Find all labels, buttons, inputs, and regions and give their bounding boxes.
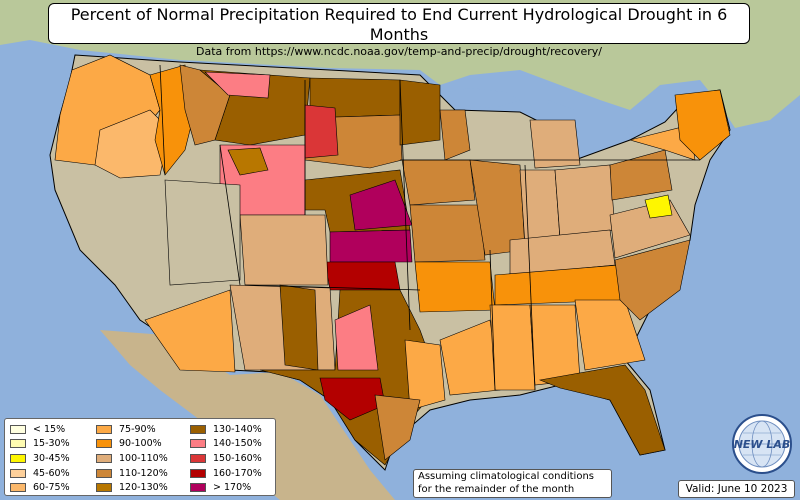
lake-ontario xyxy=(625,120,665,136)
region-tx-orange xyxy=(404,339,446,411)
state-borders xyxy=(159,64,700,391)
region-tx-red xyxy=(319,377,386,421)
region-alabama xyxy=(529,304,581,386)
legend-item: 130-140% xyxy=(190,422,262,437)
lake-superior xyxy=(430,88,520,110)
legend-swatch xyxy=(190,453,206,463)
legend-item: 160-170% xyxy=(190,466,262,481)
legend-swatch xyxy=(10,439,26,449)
region-tx-coast xyxy=(374,394,421,461)
region-wy-brown xyxy=(227,147,269,176)
region-mississippi xyxy=(489,304,536,391)
legend-column-2: 75-90% 90-100% 100-110% 110-120% 120-130… xyxy=(96,422,168,495)
legend-swatch xyxy=(96,453,112,463)
legend-item: 120-130% xyxy=(96,480,168,495)
legend-label: 45-60% xyxy=(33,467,70,479)
legend-label: 75-90% xyxy=(119,423,156,435)
legend-item: > 170% xyxy=(190,480,262,495)
legend-item: 30-45% xyxy=(10,451,70,466)
note-line-2: for the remainder of the month xyxy=(418,483,575,495)
region-michigan xyxy=(529,119,581,169)
region-wisconsin xyxy=(439,109,471,161)
logo-text: NEW LAB xyxy=(734,438,791,451)
legend-label: 160-170% xyxy=(213,467,262,479)
region-colorado xyxy=(239,214,329,286)
region-georgia xyxy=(574,299,646,371)
legend-label: < 15% xyxy=(33,423,66,435)
assumption-note: Assuming climatological conditions for t… xyxy=(413,469,612,498)
region-minnesota xyxy=(399,79,441,146)
legend-item: 150-160% xyxy=(190,451,262,466)
region-tx-pink xyxy=(334,304,379,371)
region-carolinas xyxy=(614,239,691,321)
region-pennsylvania xyxy=(609,149,673,201)
legend-label: 150-160% xyxy=(213,452,262,464)
region-sd-red xyxy=(304,104,339,159)
map-title: Percent of Normal Precipitation Required… xyxy=(70,5,728,44)
region-maryland-yellow xyxy=(644,194,673,219)
globe-logo-icon: NEW LAB xyxy=(732,414,792,474)
legend-item: < 15% xyxy=(10,422,70,437)
legend-label: 15-30% xyxy=(33,438,70,450)
region-oregon-east xyxy=(94,109,171,179)
legend-swatch xyxy=(10,468,26,478)
legend-label: 100-110% xyxy=(119,452,168,464)
region-iowa xyxy=(401,159,476,206)
legend-swatch xyxy=(96,483,112,493)
legend-item: 110-120% xyxy=(96,466,168,481)
region-oklahoma xyxy=(324,261,401,291)
legend-label: 30-45% xyxy=(33,452,70,464)
title-box: Percent of Normal Precipitation Required… xyxy=(48,3,750,58)
legend-label: 90-100% xyxy=(119,438,162,450)
legend-item: 100-110% xyxy=(96,451,168,466)
region-ohio xyxy=(554,164,616,239)
legend: < 15% 15-30% 30-45% 45-60% 60-75% 75-90%… xyxy=(4,418,276,496)
legend-swatch xyxy=(190,468,206,478)
legend-swatch xyxy=(190,483,206,493)
note-line-1: Assuming climatological conditions xyxy=(418,471,594,482)
region-kentucky xyxy=(509,229,616,276)
legend-item: 45-60% xyxy=(10,466,70,481)
legend-label: 140-150% xyxy=(213,438,262,450)
legend-item: 140-150% xyxy=(190,437,262,452)
region-nm-brown xyxy=(279,284,319,371)
legend-swatch xyxy=(10,453,26,463)
legend-item: 75-90% xyxy=(96,422,168,437)
legend-swatch xyxy=(96,439,112,449)
legend-label: 110-120% xyxy=(119,467,168,479)
valid-date: Valid: June 10 2023 xyxy=(678,480,795,498)
legend-column-1: < 15% 15-30% 30-45% 45-60% 60-75% xyxy=(10,422,70,495)
legend-label: 120-130% xyxy=(119,482,168,494)
map-subtitle: Data from https://www.ncdc.noaa.gov/temp… xyxy=(196,45,602,58)
legend-swatch xyxy=(10,424,26,434)
region-new-england xyxy=(674,89,731,161)
region-montana-pink xyxy=(204,71,271,99)
region-utah xyxy=(164,179,241,286)
region-arkansas xyxy=(414,261,496,313)
legend-label: 130-140% xyxy=(213,423,262,435)
legend-item: 90-100% xyxy=(96,437,168,452)
region-kansas xyxy=(329,229,413,263)
region-arizona xyxy=(144,289,236,373)
region-missouri xyxy=(409,204,486,263)
mexico-land xyxy=(100,330,395,500)
drought-regions xyxy=(54,54,731,466)
legend-swatch xyxy=(96,424,112,434)
legend-swatch xyxy=(190,424,206,434)
legend-swatch xyxy=(10,483,26,493)
legend-label: 60-75% xyxy=(33,482,70,494)
legend-swatch xyxy=(190,439,206,449)
legend-swatch xyxy=(96,468,112,478)
legend-label: > 170% xyxy=(213,482,252,494)
legend-column-3: 130-140% 140-150% 150-160% 160-170% > 17… xyxy=(190,422,262,495)
region-florida xyxy=(538,364,666,456)
legend-item: 60-75% xyxy=(10,480,70,495)
legend-item: 15-30% xyxy=(10,437,70,452)
